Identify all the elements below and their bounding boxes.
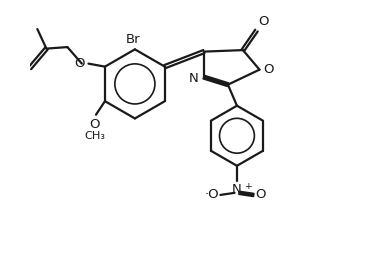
Text: +: + [244, 182, 251, 191]
Text: ·O: ·O [204, 189, 219, 201]
Text: O: O [258, 15, 268, 28]
Text: O: O [89, 118, 100, 131]
Text: O: O [263, 63, 274, 76]
Text: Br: Br [126, 33, 141, 46]
Text: N: N [189, 72, 199, 85]
Text: CH₃: CH₃ [84, 131, 105, 141]
Text: N: N [232, 183, 242, 196]
Text: O: O [255, 189, 266, 201]
Text: O: O [74, 57, 85, 70]
